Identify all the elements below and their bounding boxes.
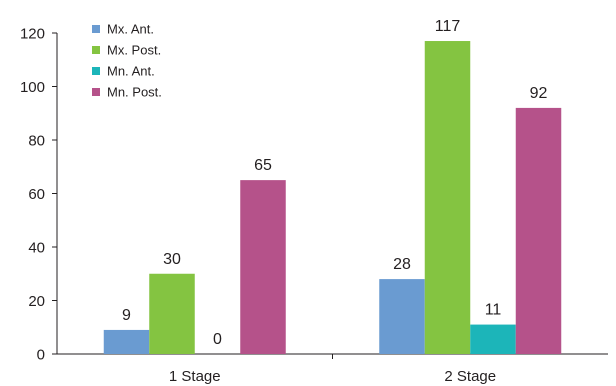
y-axis: 0 20 40 60 80 100 120: [20, 26, 58, 364]
y-tick-label: 0: [37, 347, 45, 364]
data-label: 92: [530, 85, 548, 102]
legend-swatch: [92, 46, 100, 54]
x-axis: 1 Stage 2 Stage: [57, 353, 608, 385]
data-label: 65: [254, 157, 272, 174]
legend-swatch: [92, 88, 100, 96]
bar: [379, 279, 425, 354]
data-label: 28: [393, 256, 411, 273]
y-tick-label: 120: [20, 26, 45, 43]
data-label: 11: [485, 302, 502, 319]
legend-swatch: [92, 67, 100, 75]
data-label: 117: [435, 18, 461, 35]
y-tick-label: 100: [20, 79, 45, 96]
legend-label: Mn. Post.: [107, 85, 162, 100]
data-labels: 9 30 0 65 28 117 11 92: [122, 18, 547, 348]
legend-label: Mn. Ant.: [107, 64, 155, 79]
x-category-label: 1 Stage: [169, 368, 221, 385]
bar: [515, 107, 562, 355]
data-label: 30: [163, 251, 181, 268]
bar: [470, 324, 516, 354]
y-tick-label: 40: [28, 240, 45, 257]
legend-label: Mx. Ant.: [107, 22, 154, 37]
data-label: 9: [122, 307, 131, 324]
bar: [103, 329, 150, 354]
bar: [240, 180, 286, 354]
legend-swatch: [92, 25, 100, 33]
y-tick-label: 80: [28, 133, 45, 150]
x-category-label: 2 Stage: [444, 368, 496, 385]
data-label: 0: [213, 331, 222, 348]
bars: [103, 41, 562, 355]
legend: Mx. Ant. Mx. Post. Mn. Ant. Mn. Post.: [92, 22, 162, 100]
y-tick-label: 20: [28, 293, 45, 310]
bar: [149, 273, 195, 354]
y-tick-label: 60: [28, 186, 45, 203]
legend-label: Mx. Post.: [107, 43, 161, 58]
bar: [424, 41, 471, 355]
